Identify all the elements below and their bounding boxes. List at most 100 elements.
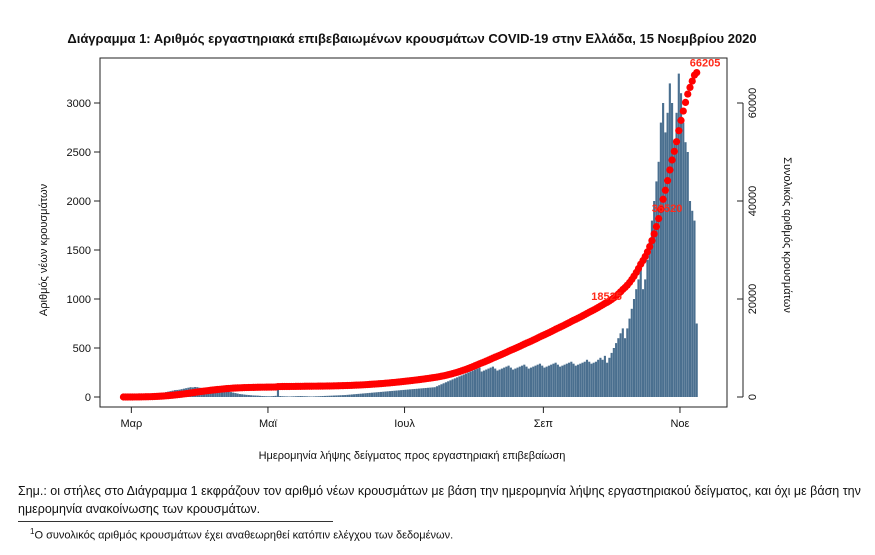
bar	[509, 367, 512, 397]
bar	[272, 396, 275, 397]
bar	[341, 395, 344, 397]
bar	[404, 389, 407, 397]
bar	[588, 361, 591, 397]
bar	[241, 394, 244, 397]
bar	[552, 363, 555, 397]
bar	[612, 348, 615, 397]
bar	[321, 396, 324, 397]
bar	[632, 299, 636, 397]
bar	[366, 393, 369, 397]
bar	[554, 362, 557, 397]
bar	[583, 361, 586, 397]
bar	[592, 362, 595, 397]
bar	[657, 161, 660, 397]
bar	[283, 396, 286, 397]
bar	[247, 395, 250, 397]
bar	[346, 394, 349, 397]
bar	[606, 362, 609, 397]
bar	[684, 142, 687, 397]
bar	[675, 112, 678, 398]
bar	[379, 391, 383, 397]
bar	[290, 396, 293, 397]
cumulative-point	[652, 222, 661, 231]
bar	[469, 371, 472, 397]
y2-tick-label: 60000	[747, 88, 759, 119]
bar	[426, 387, 430, 397]
bar	[451, 379, 454, 397]
bar	[514, 368, 517, 397]
bar	[250, 395, 253, 397]
bar	[603, 355, 606, 397]
bar	[574, 365, 577, 397]
bar	[252, 395, 255, 397]
x-tick-label: Νοε	[670, 418, 689, 430]
footnote: 1Ο συνολικός αριθμός κρουσμάτων έχει ανα…	[30, 527, 850, 542]
bar	[653, 201, 656, 397]
x-tick-label: Ιουλ	[394, 418, 415, 430]
bar	[375, 392, 378, 397]
bar	[357, 393, 360, 397]
bar	[617, 338, 620, 397]
y-tick-label: 1500	[67, 245, 91, 257]
cumulative-point	[664, 177, 672, 185]
bar	[245, 394, 248, 397]
bar	[523, 364, 526, 397]
cumulative-point	[655, 214, 663, 223]
bar	[594, 361, 598, 397]
chart-title: Διάγραμμα 1: Αριθμός εργαστηριακά επιβεβ…	[67, 31, 756, 46]
bar	[406, 389, 409, 397]
bar	[216, 389, 219, 397]
bar	[534, 365, 537, 397]
bar	[415, 388, 418, 397]
bar	[238, 394, 241, 397]
bar	[628, 318, 631, 397]
bar	[424, 387, 427, 397]
bar	[263, 396, 266, 397]
bar	[559, 366, 562, 397]
cumulative-point	[657, 205, 665, 213]
bar	[335, 395, 338, 397]
bar	[503, 367, 506, 397]
bar	[695, 323, 698, 397]
bar	[543, 367, 546, 397]
cumulative-point	[659, 195, 667, 203]
bar	[339, 395, 342, 397]
bar	[265, 396, 268, 397]
bar	[256, 395, 259, 397]
bar	[527, 368, 530, 397]
bar	[267, 396, 271, 397]
bar	[545, 366, 548, 397]
bar	[391, 390, 394, 397]
bar	[417, 388, 421, 397]
cumulative-point	[648, 236, 656, 245]
x-tick-label: Μαϊ	[259, 418, 278, 430]
bar	[662, 103, 665, 397]
cumulative-point	[693, 68, 701, 77]
x-tick-label: Μαρ	[120, 418, 142, 430]
cumulative-point	[686, 83, 694, 92]
bar	[274, 395, 277, 397]
bar	[303, 396, 306, 397]
bar	[344, 395, 347, 397]
bar	[395, 390, 398, 397]
bar	[579, 363, 582, 397]
bar	[301, 396, 304, 397]
cumulative-point	[661, 186, 669, 194]
bar	[453, 378, 456, 397]
bar	[639, 269, 642, 397]
bar	[368, 392, 371, 397]
bar	[610, 352, 613, 397]
bar	[258, 395, 262, 397]
bar	[314, 396, 318, 397]
bar	[449, 380, 452, 397]
y-tick-label: 2500	[67, 147, 91, 159]
bar	[516, 367, 519, 397]
bar	[525, 366, 528, 397]
bar	[285, 396, 288, 397]
bar	[326, 395, 329, 397]
bar	[565, 363, 568, 397]
bar	[520, 365, 524, 397]
bar	[505, 366, 508, 397]
bar	[397, 390, 400, 397]
bar	[438, 385, 441, 397]
